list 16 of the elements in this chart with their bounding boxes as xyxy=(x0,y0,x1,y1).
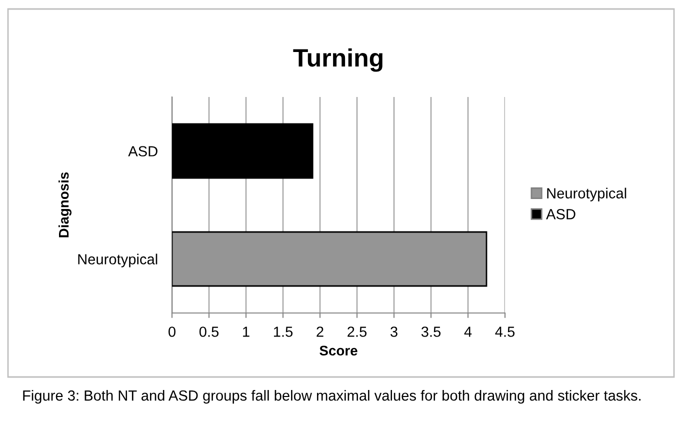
x-tick-label: 2.5 xyxy=(348,326,367,337)
x-tick-label: 0.5 xyxy=(199,326,219,337)
x-tick-label: 1 xyxy=(243,326,250,337)
x-axis-title: Score xyxy=(320,346,358,356)
y-axis-title: Diagnosis xyxy=(58,172,72,238)
chart-title: Turning xyxy=(293,48,382,72)
legend-label: ASD xyxy=(546,209,576,220)
legend-label: Neurotypical xyxy=(547,188,626,202)
x-tick-label: 3.5 xyxy=(421,326,441,337)
x-tick-label: 1.5 xyxy=(274,326,293,337)
caption: Figure 3: Both NT and ASD groups fall below maximal values for both drawing and sticker tasks. xyxy=(23,390,640,404)
x-tick-label: 0 xyxy=(168,326,176,337)
x-tick-label: 4 xyxy=(464,326,472,337)
x-tick-label: 4.5 xyxy=(495,326,515,337)
x-tick-label: 2 xyxy=(316,326,324,337)
x-tick-label: 3 xyxy=(390,326,398,337)
